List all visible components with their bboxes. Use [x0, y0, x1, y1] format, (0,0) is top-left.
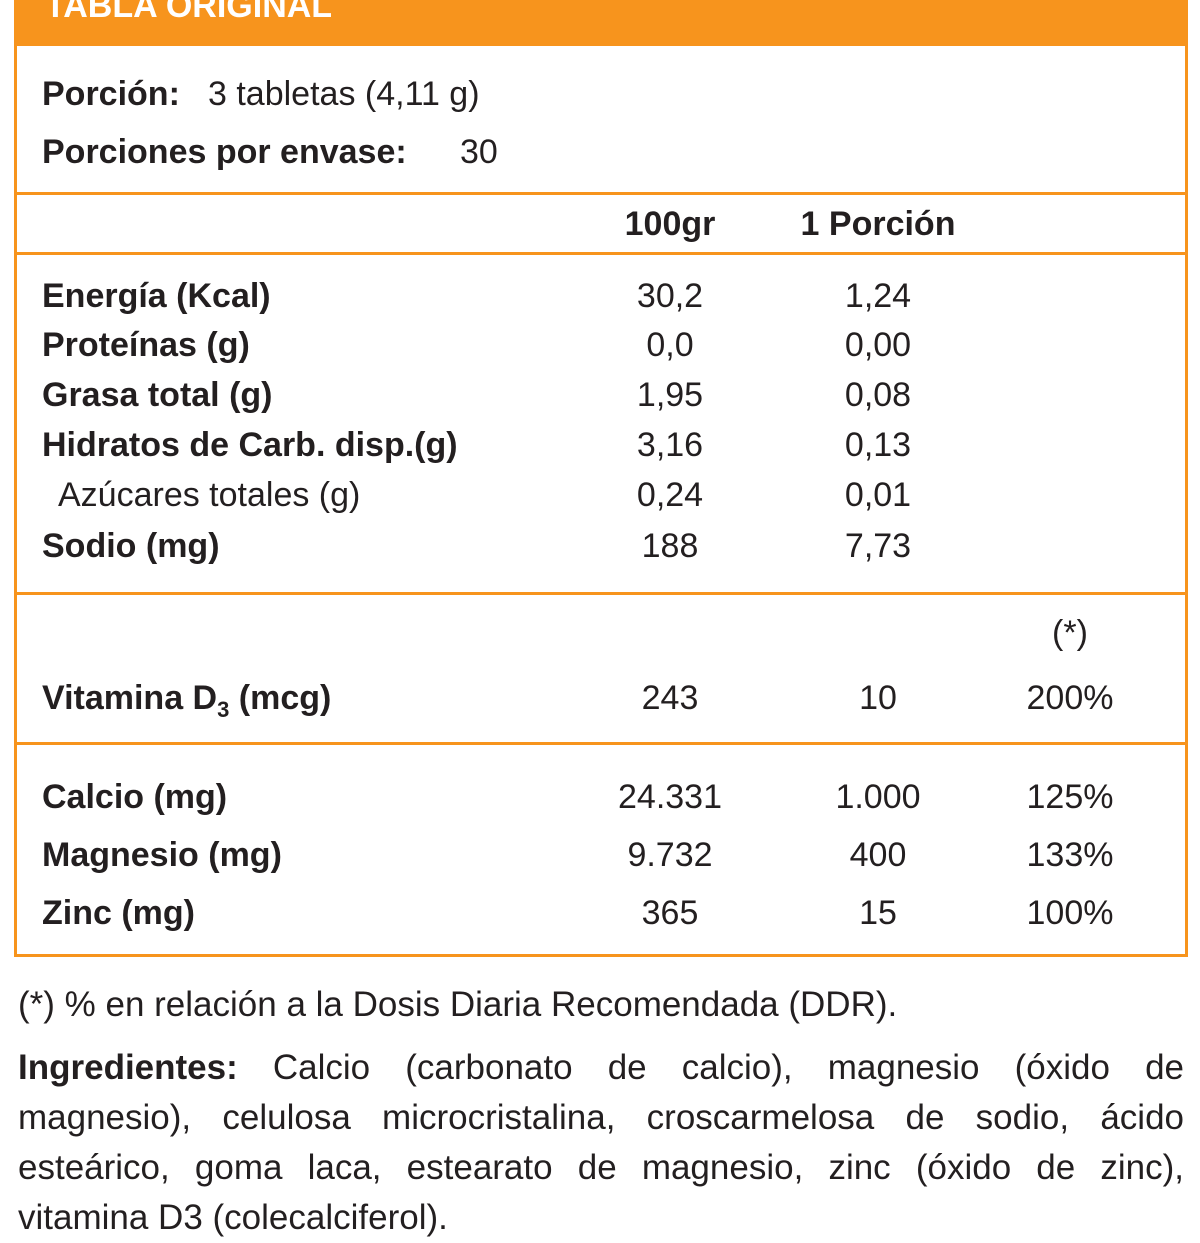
cell-value: 400 [849, 836, 907, 874]
cell-value: 0,13 [844, 426, 912, 464]
cell-value: 0,24 [636, 476, 704, 514]
row-label: Zinc (mg) [42, 894, 195, 932]
cell-value: 15 [859, 894, 897, 932]
page: {"header": {"title": "TABLA ORIGINAL"}, … [14, 0, 1188, 1237]
divider [14, 742, 1188, 745]
cell-value: 0,01 [844, 476, 912, 514]
row-label: Grasa total (g) [42, 376, 273, 414]
header-bar [14, 0, 1188, 46]
cell-value: 188 [641, 527, 699, 565]
cell-value: 9.732 [627, 836, 713, 874]
row-label: Azúcares totales (g) [58, 476, 361, 514]
cell-value: 0,08 [844, 376, 912, 414]
servings-label: Porciones por envase: [42, 133, 407, 171]
row-label: Magnesio (mg) [42, 836, 282, 874]
row-label: Energía (Kcal) [42, 277, 271, 315]
divider [14, 592, 1188, 595]
row-label: Sodio (mg) [42, 527, 220, 565]
cell-value: 1,24 [844, 277, 912, 315]
serving-label: Porción: [42, 75, 180, 113]
row-label: Vitamina D3 (mcg) [42, 678, 331, 730]
row-label: Proteínas (g) [42, 326, 250, 364]
table-box [14, 0, 1188, 957]
subscript: 3 [217, 696, 230, 722]
cell-value: 1,95 [636, 376, 704, 414]
cell-value: 365 [641, 894, 699, 932]
header-title: TABLA ORIGINAL [45, 0, 333, 25]
cell-value: 100% [1026, 894, 1114, 932]
cell-value: 1.000 [835, 778, 921, 816]
text: Vitamina D [42, 679, 218, 717]
cell-value: 10 [859, 679, 897, 717]
cell-value: 243 [641, 679, 699, 717]
cell-value: 7,73 [844, 527, 912, 565]
cell-value: 24.331 [618, 778, 722, 816]
text: (mcg) [229, 679, 332, 717]
cell-value: 200% [1026, 679, 1114, 717]
cell-value: 0,00 [844, 326, 912, 364]
cell-value: 125% [1026, 778, 1114, 816]
cell-value: 30,2 [636, 277, 704, 315]
row-label: Hidratos de Carb. disp.(g) [42, 426, 458, 464]
servings-value: 30 [460, 133, 498, 171]
column-header: 1 Porción [800, 205, 956, 243]
row-label: Calcio (mg) [42, 778, 228, 816]
column-header: (*) [1052, 614, 1088, 652]
divider [14, 252, 1188, 255]
footnote: (*) % en relación a la Dosis Diaria Reco… [18, 985, 898, 1024]
cell-value: 0,0 [646, 326, 694, 364]
ingredients-label: Ingredientes: [18, 1048, 238, 1087]
cell-value: 3,16 [636, 426, 704, 464]
ingredients: Ingredientes: Calcio (carbonato de calci… [18, 1043, 1184, 1243]
column-header: 100gr [624, 205, 716, 243]
cell-value: 133% [1026, 836, 1114, 874]
serving-value: 3 tabletas (4,11 g) [208, 75, 480, 113]
divider [14, 192, 1188, 195]
